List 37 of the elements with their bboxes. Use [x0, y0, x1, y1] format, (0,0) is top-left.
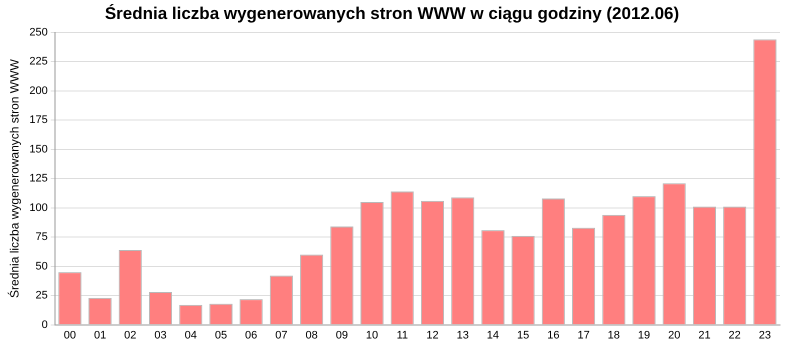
y-tick-label: 175: [29, 114, 48, 126]
x-tick-label: 03: [154, 329, 167, 342]
x-tick-label: 04: [184, 329, 197, 342]
x-tick-label: 13: [456, 329, 469, 342]
x-tick-label: 08: [305, 329, 318, 342]
x-tick-label: 01: [94, 329, 106, 342]
y-tick-label: 75: [36, 231, 48, 244]
x-tick-label: 18: [608, 329, 620, 342]
x-tick-label: 17: [577, 329, 590, 342]
x-tick-label: 07: [275, 329, 288, 342]
x-tick-label: 11: [396, 329, 408, 342]
x-tick-label: 05: [214, 329, 228, 342]
x-tick-label: 23: [758, 329, 772, 342]
x-tick-label: 14: [486, 329, 500, 342]
x-tick-label: 06: [245, 329, 258, 342]
chart-title: Średnia liczba wygenerowanych stron WWW w ciągu godziny (2012.06): [104, 2, 680, 23]
x-tick-label: 19: [638, 329, 650, 342]
y-axis-title: Średnia liczba wygenerowanych stron WWW: [8, 58, 22, 298]
x-tick-label: 15: [517, 329, 530, 342]
y-tick-label: 150: [29, 143, 48, 156]
x-tick-label: 20: [668, 329, 680, 342]
y-tick-label: 50: [36, 260, 48, 272]
y-tick-label: 100: [29, 202, 48, 214]
x-tick-label: 21: [698, 329, 711, 342]
x-tick-label: 22: [728, 329, 741, 342]
y-tick-label: 250: [29, 26, 48, 38]
x-tick-label: 12: [426, 329, 439, 342]
y-tick-label: 125: [29, 172, 48, 185]
y-tick-label: 0: [42, 318, 48, 331]
x-tick-label: 09: [336, 329, 348, 342]
y-tick-label: 225: [29, 56, 48, 68]
y-tick-label: 25: [36, 290, 48, 302]
x-tick-label: 02: [124, 329, 136, 342]
x-tick-label: 10: [366, 329, 378, 342]
x-tick-label: 16: [547, 329, 560, 342]
x-tick-label: 00: [64, 329, 76, 342]
y-tick-label: 200: [29, 84, 48, 97]
